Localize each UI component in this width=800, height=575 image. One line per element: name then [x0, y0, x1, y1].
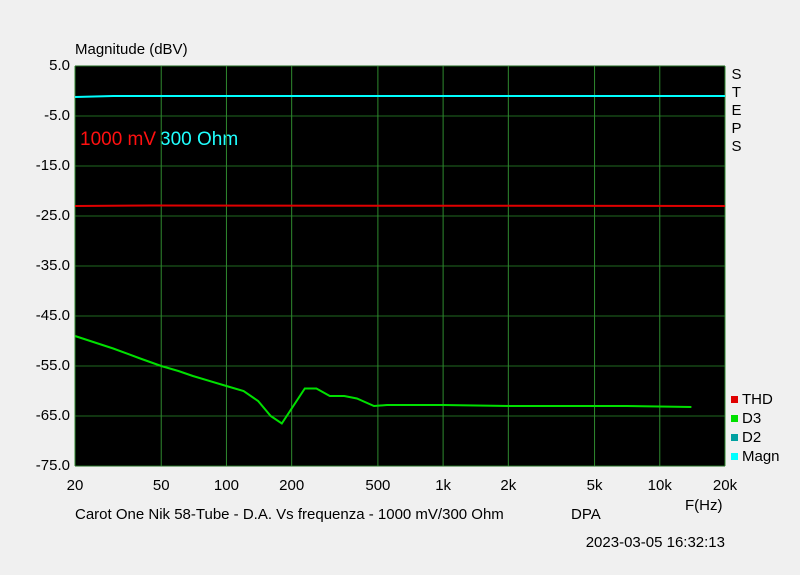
legend-label: Magn: [742, 448, 780, 465]
legend-label: THD: [742, 391, 773, 408]
x-axis-label: F(Hz): [685, 497, 723, 514]
y-tick-label: -15.0: [36, 157, 70, 174]
series-line: [74, 335, 692, 425]
footer-tag: DPA: [571, 506, 601, 523]
y-tick-label: -45.0: [36, 307, 70, 324]
y-tick-label: -75.0: [36, 457, 70, 474]
y-tick-label: -55.0: [36, 357, 70, 374]
annotation-text: 300 Ohm: [160, 129, 238, 150]
y-tick-label: -5.0: [44, 107, 70, 124]
x-tick-label: 200: [279, 477, 304, 494]
y-tick-label: -35.0: [36, 257, 70, 274]
y-tick-label: -25.0: [36, 207, 70, 224]
x-tick-label: 500: [365, 477, 390, 494]
x-tick-label: 20: [67, 477, 84, 494]
x-tick-label: 20k: [713, 477, 738, 494]
legend-swatch: [731, 415, 738, 422]
legend-swatch: [731, 434, 738, 441]
timestamp: 2023-03-05 16:32:13: [586, 534, 725, 551]
legend-label: D3: [742, 410, 761, 427]
side-label: STEPS: [728, 66, 745, 156]
y-tick-label: -65.0: [36, 407, 70, 424]
x-tick-label: 2k: [500, 477, 516, 494]
legend-swatch: [731, 396, 738, 403]
series-line: [74, 204, 726, 207]
legend-label: D2: [742, 429, 761, 446]
x-tick-label: 10k: [648, 477, 673, 494]
legend-swatch: [731, 453, 738, 460]
y-tick-label: 5.0: [49, 57, 70, 74]
y-axis-label: Magnitude (dBV): [75, 41, 188, 58]
x-tick-label: 1k: [435, 477, 451, 494]
footer: Carot One Nik 58-Tube - D.A. Vs frequenz…: [75, 506, 504, 523]
x-tick-label: 5k: [587, 477, 603, 494]
annotation: 1000 mV 300 Ohm: [80, 129, 238, 150]
series-line: [74, 95, 725, 98]
x-tick-label: 50: [153, 477, 170, 494]
x-tick-label: 100: [214, 477, 239, 494]
annotation-text: 1000 mV: [80, 129, 156, 150]
